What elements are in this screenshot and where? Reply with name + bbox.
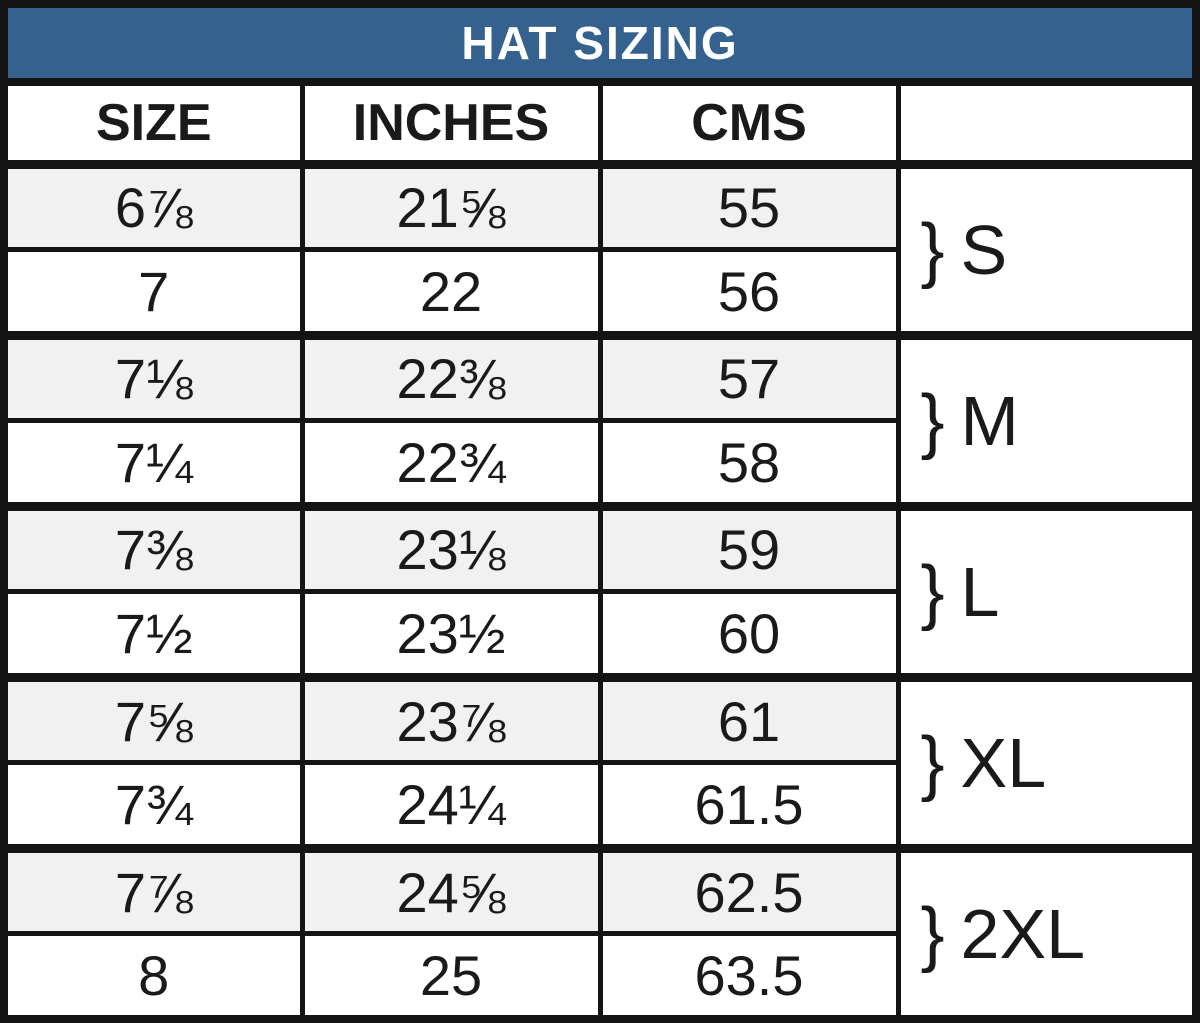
brace-icon: } [920, 380, 945, 461]
size-cell: 7 [1, 247, 305, 338]
brace-icon: } [920, 209, 945, 290]
cms-cell: 58 [597, 418, 901, 509]
group-label: S [960, 210, 1008, 289]
size-cell: 6⅞ [1, 159, 305, 253]
table-row: 7¼ 22¾ 58 [1, 418, 1196, 509]
column-header-inches: INCHES [299, 79, 603, 167]
inches-cell: 24¼ [299, 760, 603, 851]
size-cell: 7½ [1, 589, 305, 680]
size-cell: 7⅜ [1, 501, 305, 595]
table-row: 7⅝ 23⅞ 61 } XL [1, 672, 1199, 851]
table-row: 8 25 63.5 [1, 931, 1196, 1022]
column-header-row: SIZE INCHES CMS [1, 79, 1199, 167]
cms-cell: 59 [597, 501, 901, 595]
size-cell: 7⅝ [1, 672, 305, 766]
inches-cell: 23⅛ [299, 501, 603, 595]
table-row: 7¾ 24¼ 61.5 [1, 760, 1196, 851]
inches-cell: 24⅝ [299, 843, 603, 937]
inches-cell: 21⅝ [299, 159, 603, 253]
cms-cell: 60 [597, 589, 901, 680]
inches-cell: 22 [299, 247, 603, 338]
size-cell: 7⅞ [1, 843, 305, 937]
cms-cell: 56 [597, 247, 901, 338]
table-title: HAT SIZING [1, 1, 1199, 86]
cms-cell: 61.5 [597, 760, 901, 851]
table-row: 7½ 23½ 60 [1, 589, 1196, 680]
group-label: XL [960, 723, 1047, 802]
size-cell: 7¼ [1, 418, 305, 509]
group-inner: } L [903, 551, 1191, 632]
inches-cell: 23⅞ [299, 672, 603, 766]
group-inner: } XL [903, 722, 1191, 803]
table-row: 7⅞ 24⅝ 62.5 } 2XL [1, 843, 1199, 1022]
size-group-cell-xl: } XL [895, 672, 1199, 851]
column-header-cms: CMS [597, 79, 901, 167]
brace-icon: } [920, 893, 945, 974]
brace-icon: } [920, 551, 945, 632]
inches-cell: 22¾ [299, 418, 603, 509]
cms-cell: 62.5 [597, 843, 901, 937]
cms-cell: 61 [597, 672, 901, 766]
group-label: M [960, 381, 1019, 460]
size-group-cell-m: } M [895, 330, 1199, 509]
title-row: HAT SIZING [1, 1, 1199, 86]
group-label: 2XL [960, 894, 1086, 973]
size-group-cell-2xl: } 2XL [895, 843, 1199, 1022]
inches-cell: 23½ [299, 589, 603, 680]
table-row: 7 22 56 [1, 247, 1196, 338]
group-label: L [960, 552, 1000, 631]
group-inner: } 2XL [903, 893, 1191, 974]
inches-cell: 22⅜ [299, 330, 603, 424]
group-inner: } M [903, 380, 1191, 461]
table-row: 7⅜ 23⅛ 59 } L [1, 501, 1199, 680]
table-row: 6⅞ 21⅝ 55 } S [1, 159, 1199, 338]
group-inner: } S [903, 209, 1191, 290]
cms-cell: 63.5 [597, 931, 901, 1022]
brace-icon: } [920, 722, 945, 803]
size-group-cell-l: } L [895, 501, 1199, 680]
table-row: 7⅛ 22⅜ 57 } M [1, 330, 1199, 509]
inches-cell: 25 [299, 931, 603, 1022]
column-header-size: SIZE [1, 79, 305, 167]
size-cell: 7⅛ [1, 330, 305, 424]
size-cell: 8 [1, 931, 305, 1022]
size-group-cell-s: } S [895, 159, 1199, 338]
size-cell: 7¾ [1, 760, 305, 851]
cms-cell: 57 [597, 330, 901, 424]
column-header-group-empty [895, 79, 1199, 167]
cms-cell: 55 [597, 159, 901, 253]
